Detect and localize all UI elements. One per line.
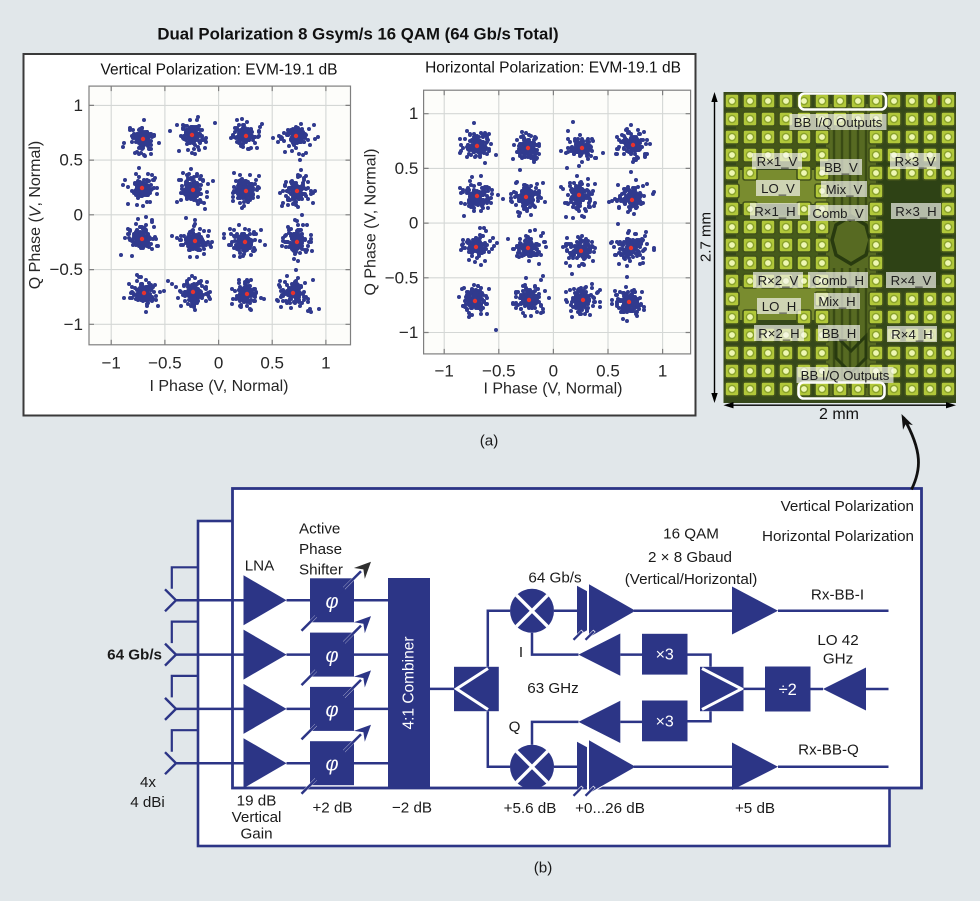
svg-text:1: 1 bbox=[321, 354, 330, 373]
svg-text:Dual Polarization 8 Gsym/s 16: Dual Polarization 8 Gsym/s 16 QAM (64 Gb… bbox=[157, 25, 558, 44]
svg-text:−1: −1 bbox=[64, 315, 83, 334]
svg-text:0: 0 bbox=[74, 205, 83, 224]
svg-text:−0.5: −0.5 bbox=[49, 260, 83, 279]
svg-text:1: 1 bbox=[74, 96, 83, 115]
svg-text:0: 0 bbox=[214, 354, 223, 373]
svg-text:Vertical Polarization: EVM-19.: Vertical Polarization: EVM-19.1 dB bbox=[101, 62, 338, 79]
svg-text:−1: −1 bbox=[102, 354, 121, 373]
svg-text:I Phase (V, Normal): I Phase (V, Normal) bbox=[149, 378, 288, 395]
svg-text:−0.5: −0.5 bbox=[148, 354, 182, 373]
svg-text:0.5: 0.5 bbox=[59, 151, 83, 170]
svg-text:Q Phase (V, Normal): Q Phase (V, Normal) bbox=[27, 141, 44, 289]
svg-text:0.5: 0.5 bbox=[260, 354, 284, 373]
